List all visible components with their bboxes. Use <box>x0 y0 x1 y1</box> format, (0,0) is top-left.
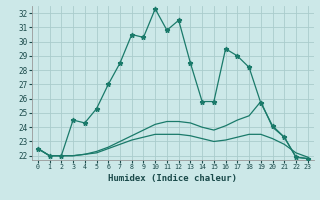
X-axis label: Humidex (Indice chaleur): Humidex (Indice chaleur) <box>108 174 237 183</box>
